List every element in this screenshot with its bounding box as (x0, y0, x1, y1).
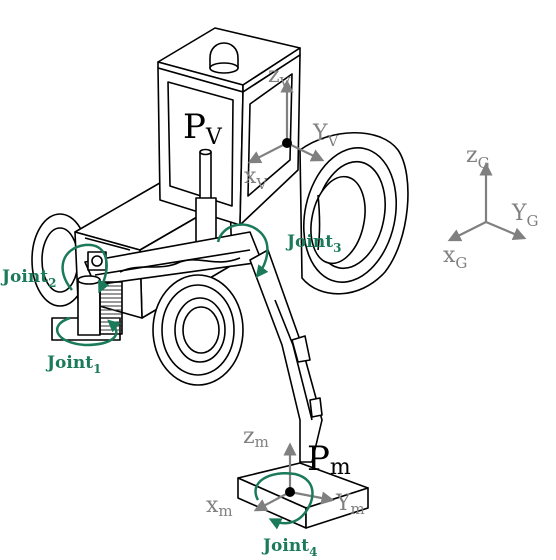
joint4-arrow (254, 471, 314, 530)
vehicle-frame-axes (247, 79, 325, 164)
rear-wheel (299, 132, 409, 295)
tool-origin-dot (285, 487, 295, 497)
vehicle-point-label: PV (183, 107, 223, 150)
tractor (31, 27, 409, 529)
joint2-arrow (61, 243, 110, 294)
joint4-label: Joint4 (261, 536, 317, 559)
cabin (157, 27, 301, 226)
global-x-label: xG (443, 243, 467, 272)
joint-arrows (56, 223, 314, 530)
tool-y-label: Ym (335, 491, 365, 518)
second-arm (249, 249, 323, 463)
joint3-arrow (216, 223, 269, 278)
joint3-label: Joint3 (285, 232, 341, 255)
joint2-label: Joint2 (0, 267, 56, 290)
joint1-arrow (56, 316, 121, 347)
joint1-label: Joint1 (45, 353, 101, 376)
vehicle-x-label: xV (244, 164, 268, 193)
global-z-label: zG (466, 143, 490, 172)
tool-point-label: Pm (307, 439, 351, 480)
global-y-label: YG (511, 201, 539, 230)
vehicle-z-label: zV (268, 63, 292, 92)
front-right-wheel (152, 274, 244, 386)
tool-x-label: xm (206, 493, 233, 520)
tool-z-label: zm (243, 424, 269, 451)
vehicle-origin-dot (282, 138, 292, 148)
global-frame-axes (447, 162, 527, 242)
tool-frame-axes (253, 442, 335, 512)
vehicle-y-label: YV (312, 121, 340, 150)
